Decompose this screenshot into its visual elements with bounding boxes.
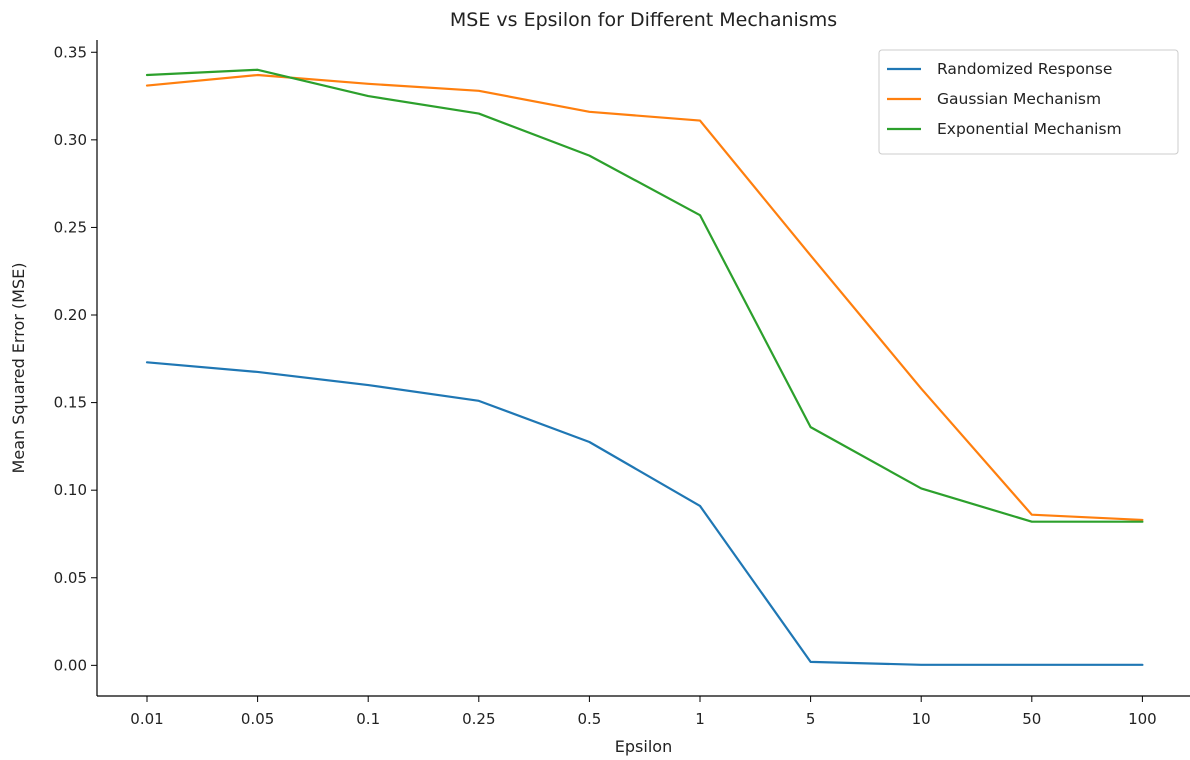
x-axis-label: Epsilon [615,737,672,756]
series-lines [145,68,1144,666]
x-tick-label: 0.01 [130,710,163,728]
legend-label: Randomized Response [937,60,1112,78]
x-tick-label: 0.5 [577,710,601,728]
series-line-randomized-response [145,361,1144,666]
x-tick-label: 100 [1128,710,1157,728]
x-tick-label: 0.25 [462,710,495,728]
x-tick-label: 50 [1022,710,1041,728]
x-tick-label: 0.05 [241,710,274,728]
legend-label: Exponential Mechanism [937,120,1122,138]
chart-title: MSE vs Epsilon for Different Mechanisms [450,9,837,31]
y-tick-label: 0.15 [54,394,87,412]
x-tick-label: 5 [806,710,816,728]
y-tick-label: 0.30 [54,131,87,149]
x-tick-label: 10 [912,710,931,728]
y-tick-label: 0.00 [54,656,87,674]
x-tick-label: 0.1 [356,710,380,728]
y-tick-label: 0.10 [54,481,87,499]
y-axis-label: Mean Squared Error (MSE) [9,263,28,474]
y-tick-label: 0.35 [54,43,87,61]
x-tick-label: 1 [695,710,705,728]
y-tick-label: 0.20 [54,306,87,324]
legend: Randomized Response Gaussian Mechanism Exp… [878,49,1179,155]
y-tick-label: 0.05 [54,569,87,587]
series-line-exponential-mechanism [145,68,1144,523]
series-line-gaussian-mechanism [145,73,1144,522]
legend-box [878,49,1179,155]
legend-label: Gaussian Mechanism [937,90,1101,108]
axes: 0.01 0.05 0.1 0.25 0.5 1 5 10 50 100 0.00 0.05 0.10 0… [54,40,1190,728]
y-tick-label: 0.25 [54,218,87,236]
